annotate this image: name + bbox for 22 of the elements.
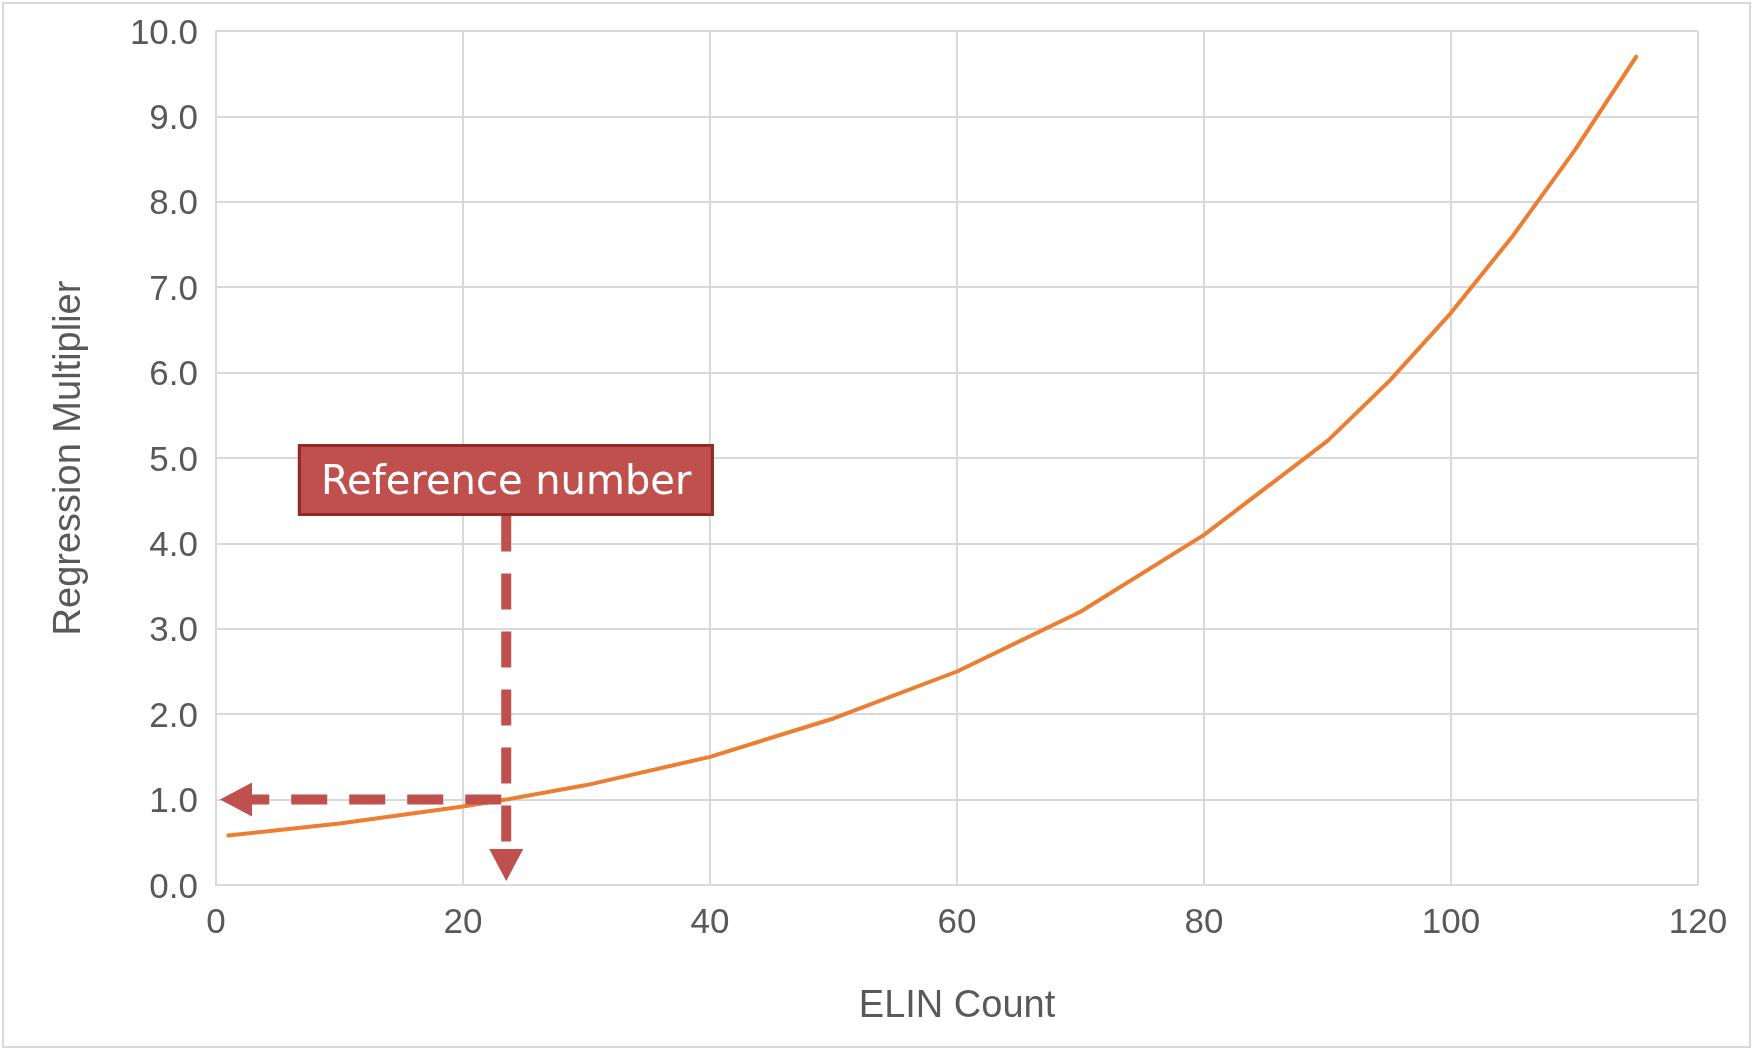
line-series [226, 54, 1639, 838]
x-axis-title: ELIN Count [858, 983, 1056, 1025]
y-tick-label: 3.0 [149, 609, 198, 649]
x-tick-label: 120 [1668, 901, 1728, 940]
y-tick-label: 9.0 [149, 96, 198, 136]
y-tick-label: 1.0 [149, 780, 198, 820]
y-tick-label: 0.0 [149, 865, 198, 905]
y-tick-label: 7.0 [149, 267, 198, 307]
y-tick-label: 4.0 [149, 523, 198, 563]
y-tick-label: 8.0 [149, 182, 198, 222]
x-tick-label: 80 [1184, 901, 1224, 940]
y-tick-label: 2.0 [149, 694, 198, 734]
y-tick-label: 6.0 [149, 353, 198, 393]
x-tick-label: 100 [1421, 901, 1481, 940]
y-axis-title: Regression Multiplier [46, 280, 88, 636]
annotation: Reference number [298, 443, 715, 516]
y-tick-label: 10.0 [129, 11, 198, 51]
x-tick-label: 40 [690, 901, 730, 940]
x-tick-label: 20 [443, 901, 483, 940]
x-tick-label: 60 [937, 901, 977, 940]
y-tick-label: 5.0 [149, 438, 198, 478]
x-tick-label: 0 [206, 901, 226, 940]
